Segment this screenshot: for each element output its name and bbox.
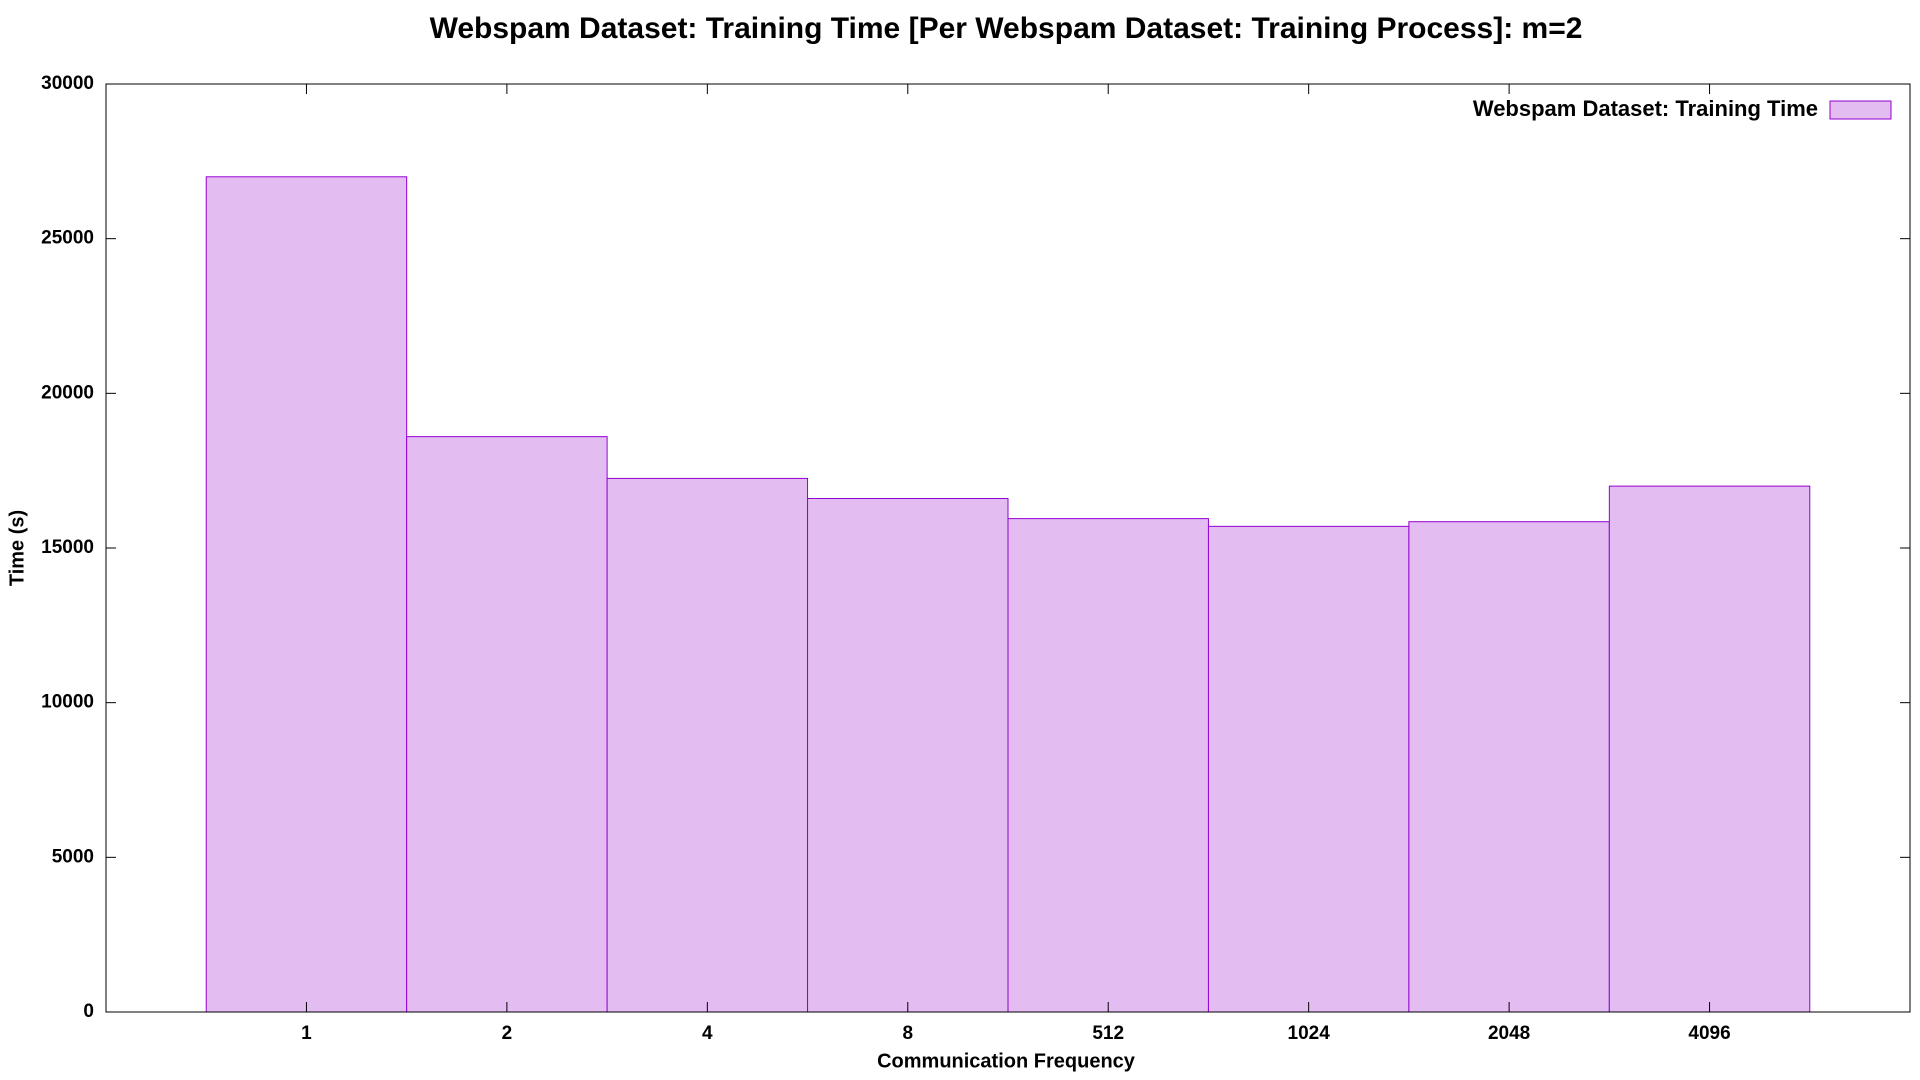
x-tick-label: 512 [1092, 1023, 1124, 1044]
x-tick-label: 2048 [1488, 1023, 1530, 1044]
x-axis-label: Communication Frequency [877, 1050, 1136, 1072]
chart-title: Webspam Dataset: Training Time [Per Webs… [430, 12, 1583, 45]
x-tick-label: 1024 [1288, 1023, 1331, 1044]
bar [1608, 485, 1811, 1013]
y-axis-label: Time (s) [6, 510, 28, 586]
bar [1408, 521, 1610, 1013]
bar [807, 498, 1009, 1013]
legend-label: Webspam Dataset: Training Time [1473, 96, 1818, 121]
y-tick-label: 25000 [41, 228, 94, 249]
bar [1007, 518, 1209, 1013]
x-tick-label: 1 [301, 1023, 312, 1044]
x-tick-label: 4 [702, 1023, 713, 1044]
x-tick-label: 2 [502, 1023, 513, 1044]
y-tick-label: 5000 [52, 846, 94, 867]
bar [606, 477, 809, 1013]
x-tick-label: 8 [902, 1023, 913, 1044]
legend-swatch [1829, 100, 1892, 120]
bar [1207, 525, 1410, 1013]
y-tick-label: 10000 [41, 692, 94, 713]
y-tick-label: 0 [83, 1001, 94, 1022]
y-tick-label: 15000 [41, 537, 94, 558]
y-tick-label: 30000 [41, 73, 94, 94]
y-tick-label: 20000 [41, 382, 94, 403]
x-tick-label: 4096 [1688, 1023, 1730, 1044]
bar [205, 176, 408, 1013]
bar [406, 436, 608, 1013]
